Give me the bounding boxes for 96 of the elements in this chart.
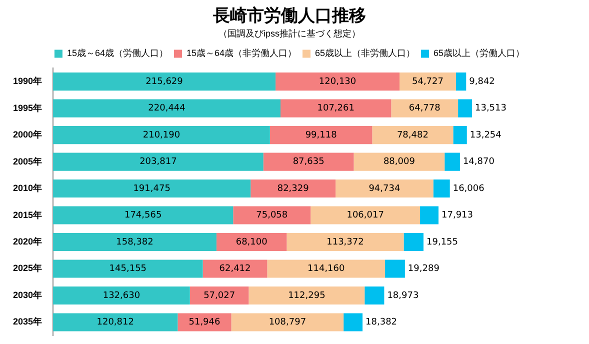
bar <box>53 99 281 118</box>
legend-label: 15歳～64歳（非労働人口） <box>186 48 297 58</box>
bar <box>216 232 287 252</box>
y-tick-label: 2010年 <box>12 183 42 194</box>
y-tick-label: 2015年 <box>12 210 42 220</box>
data-label: 215,629 <box>146 76 184 87</box>
data-label: 68,100 <box>236 237 268 248</box>
data-label: 114,160 <box>308 264 346 274</box>
bar <box>385 260 405 278</box>
y-tick-label: 2005年 <box>12 156 42 166</box>
data-label: 14,870 <box>462 157 495 168</box>
bar <box>420 206 439 224</box>
legend-label: 65歳以上（労働人口） <box>434 48 525 58</box>
chart-title: 長崎市労働人口推移 <box>212 6 366 25</box>
bar <box>53 286 190 305</box>
data-label: 13,254 <box>470 130 502 140</box>
data-label: 132,630 <box>102 290 140 301</box>
bar <box>53 180 251 198</box>
bar <box>248 286 365 305</box>
bar <box>310 206 420 224</box>
data-label: 120,812 <box>96 318 134 328</box>
bar <box>458 99 472 118</box>
bar <box>364 286 384 305</box>
bar <box>53 72 276 91</box>
bar <box>286 232 404 252</box>
data-label: 19,289 <box>408 264 440 274</box>
bar <box>202 260 268 278</box>
data-label: 94,734 <box>368 184 400 194</box>
bar <box>53 152 264 171</box>
bar <box>433 180 450 198</box>
data-label: 16,006 <box>452 184 485 194</box>
bar <box>178 313 232 332</box>
data-label: 112,295 <box>288 290 326 301</box>
data-label: 87,635 <box>292 157 324 168</box>
y-tick-label: 2020年 <box>12 236 42 246</box>
data-label: 51,946 <box>188 318 221 328</box>
data-label: 82,329 <box>277 184 310 194</box>
bar <box>404 232 424 252</box>
data-label: 78,482 <box>396 130 428 140</box>
y-tick-label: 2030年 <box>12 290 42 300</box>
y-tick-label: 1990年 <box>12 76 42 86</box>
bar <box>53 126 270 144</box>
bar <box>280 99 392 118</box>
bar <box>53 206 234 224</box>
data-label: 18,973 <box>387 290 419 301</box>
y-tick-label: 2000年 <box>12 130 42 140</box>
bar <box>276 72 400 91</box>
bar <box>456 72 466 91</box>
bar <box>53 260 203 278</box>
data-label: 9,842 <box>469 76 495 87</box>
bar <box>53 232 216 252</box>
bar <box>267 260 386 278</box>
bar <box>391 99 458 118</box>
data-label: 106,017 <box>346 210 384 221</box>
data-label: 99,118 <box>305 130 338 140</box>
data-label: 57,027 <box>204 290 236 301</box>
data-label: 210,190 <box>142 130 180 140</box>
bar <box>453 126 467 144</box>
data-label: 120,130 <box>318 76 356 87</box>
data-label: 220,444 <box>148 104 186 114</box>
bar <box>354 152 445 171</box>
data-label: 145,155 <box>109 264 147 274</box>
data-label: 54,727 <box>412 76 444 87</box>
bar <box>53 313 178 332</box>
data-label: 64,778 <box>408 104 441 114</box>
bar <box>444 152 460 171</box>
bar <box>250 180 336 198</box>
bar <box>400 72 456 91</box>
data-label: 18,382 <box>366 318 398 328</box>
data-label: 107,261 <box>317 104 354 114</box>
y-tick-label: 1995年 <box>12 102 42 113</box>
data-label: 203,817 <box>140 157 177 168</box>
data-label: 75,058 <box>256 210 288 221</box>
legend-label: 65歳以上（非労働人口） <box>315 48 416 58</box>
bar <box>263 152 354 171</box>
data-label: 19,155 <box>426 237 458 248</box>
data-label: 88,009 <box>383 157 416 168</box>
data-label: 108,797 <box>268 318 306 328</box>
data-label: 174,565 <box>124 210 162 221</box>
data-label: 191,475 <box>133 184 170 194</box>
data-label: 13,513 <box>474 104 506 114</box>
data-label: 158,382 <box>116 237 154 248</box>
chart-subtitle: （国調及びipss推計に基づく想定） <box>218 28 361 38</box>
bar <box>190 286 249 305</box>
bar <box>233 206 311 224</box>
legend-label: 15歳～64歳（労働人口） <box>66 48 168 58</box>
bar <box>231 313 344 332</box>
data-label: 17,913 <box>442 210 474 221</box>
data-label: 62,412 <box>219 264 251 274</box>
bar <box>344 313 363 332</box>
y-tick-label: 2025年 <box>12 263 42 274</box>
bar <box>270 126 372 144</box>
data-label: 113,372 <box>326 237 364 248</box>
bar <box>372 126 454 144</box>
bar <box>336 180 434 198</box>
y-tick-label: 2035年 <box>12 316 42 327</box>
